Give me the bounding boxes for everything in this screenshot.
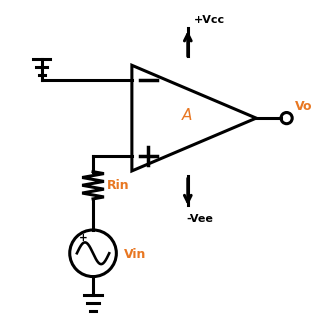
Text: Rin: Rin xyxy=(107,179,130,192)
Text: Vo: Vo xyxy=(295,100,313,113)
Text: -Vee: -Vee xyxy=(186,214,213,224)
Text: +Vcc: +Vcc xyxy=(194,15,225,25)
Text: Vin: Vin xyxy=(124,248,146,261)
Text: +: + xyxy=(79,233,88,243)
Text: A: A xyxy=(181,107,192,122)
